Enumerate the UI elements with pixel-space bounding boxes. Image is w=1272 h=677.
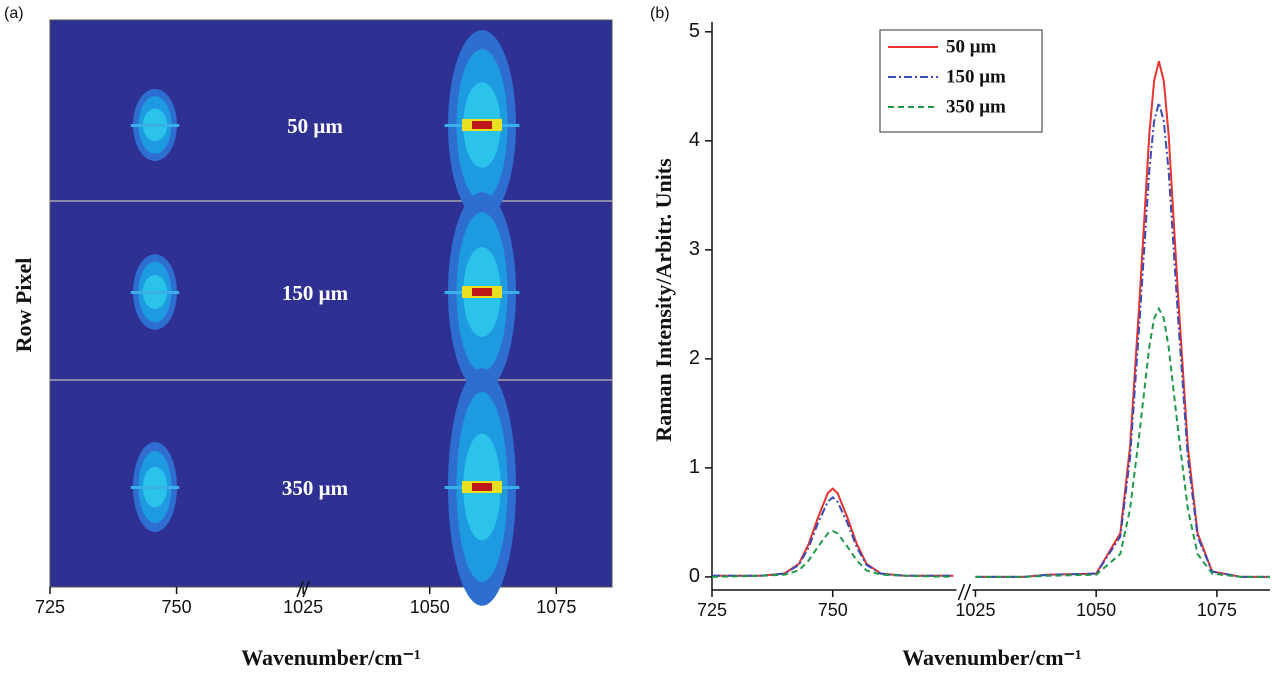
legend-label: 50 μm [946,36,997,57]
x-tick-label: 1050 [410,597,450,617]
spot-core [472,121,492,129]
spot-core [472,288,492,296]
series-line [975,98,1270,578]
y-axis-label: Raman Intensity/Arbitr. Units [651,158,676,442]
panel-label: (a) [4,5,24,22]
x-tick-label: 725 [697,600,727,620]
y-tick-label: 5 [689,20,700,42]
row-label: 150 μm [282,281,349,305]
x-tick-label: 1050 [1076,600,1116,620]
axis-break [957,583,972,601]
y-tick-label: 3 [689,238,700,260]
spot-line [130,291,180,294]
y-tick-label: 1 [689,456,700,478]
x-tick-label: 1075 [1197,600,1237,620]
y-tick-label: 0 [689,565,700,587]
panel-label: (b) [650,5,670,22]
x-tick-label: 1025 [283,597,323,617]
x-tick-label: 750 [162,597,192,617]
y-tick-label: 2 [689,347,700,369]
series-line [975,60,1270,578]
spot-line [130,124,180,127]
legend-label: 150 μm [946,66,1006,87]
x-axis-label: Wavenumber/cm⁻¹ [902,645,1082,670]
series-line [712,495,954,577]
y-axis-label: Row Pixel [11,258,36,353]
spot-core [472,483,492,491]
y-tick-label: 4 [689,129,700,151]
spot-line [130,486,180,489]
legend-label: 350 μm [946,96,1006,117]
x-tick-label: 725 [35,597,65,617]
x-tick-label: 1025 [955,600,995,620]
series-line [711,529,954,578]
x-tick-label: 750 [818,600,848,620]
row-label: 350 μm [282,476,349,500]
x-tick-label: 1075 [536,597,576,617]
row-label: 50 μm [287,114,343,138]
axis-break [296,580,310,598]
x-axis-label: Wavenumber/cm⁻¹ [241,645,421,670]
series-line [975,306,1270,578]
